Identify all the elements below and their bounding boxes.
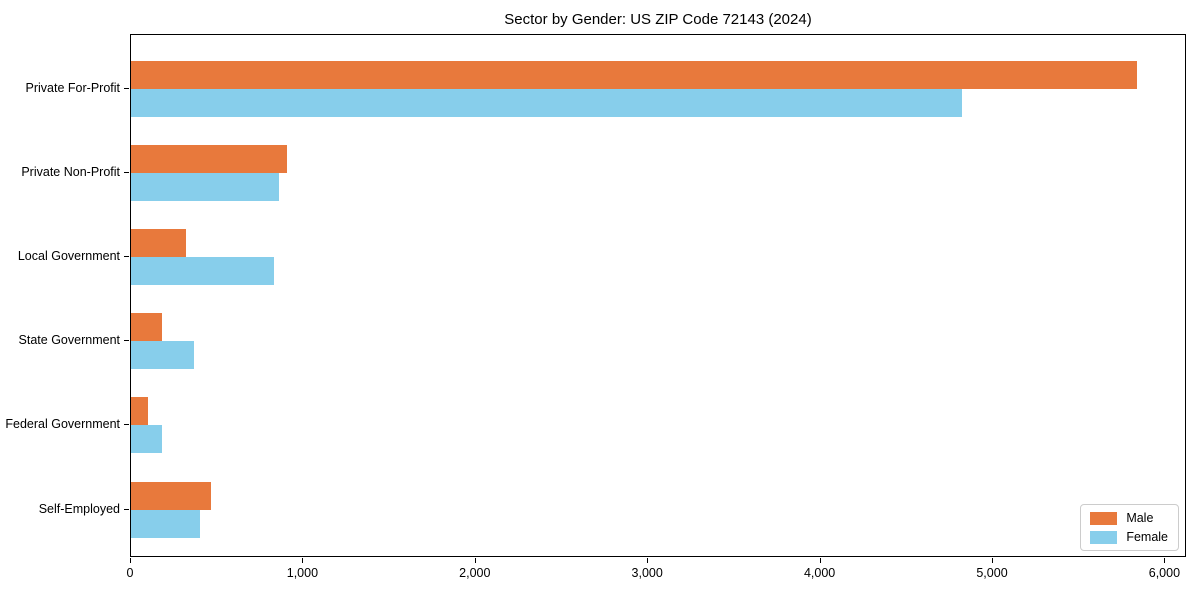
bar-female-4 [131,341,195,370]
bar-female-5 [131,425,162,454]
y-tick-mark [124,88,129,89]
y-axis-label: Self-Employed [38,501,120,516]
plot-area: Male Female [130,34,1186,557]
y-tick-mark [124,508,129,510]
y-axis-label: Private For-Profit [25,81,120,95]
x-axis-label: 2,000 [459,566,491,580]
y-axis-label: Federal Government [5,417,120,432]
bar-male-4 [131,313,162,342]
x-tick-mark [130,558,131,563]
y-tick-mark [124,424,129,426]
bar-male-5 [131,397,149,426]
x-tick-mark [992,558,993,563]
x-axis-label: 1,000 [286,566,319,580]
bar-male-3 [131,229,186,258]
x-tick-mark [1164,558,1166,563]
bar-female-3 [131,257,274,286]
bar-male-2 [131,145,287,174]
x-axis-label: 4,000 [803,566,836,580]
y-axis-label: Private Non-Profit [21,165,120,180]
chart-title: Sector by Gender: US ZIP Code 72143 (202… [504,11,812,28]
x-tick-mark [474,558,476,563]
x-axis-label: 0 [126,566,134,580]
x-axis-label: 6,000 [1148,566,1181,580]
legend-item-male: Male [1090,511,1168,525]
bar-male-1 [131,61,1137,89]
x-axis-label: 5,000 [976,566,1008,580]
x-tick-mark [819,558,821,563]
bar-female-6 [131,509,201,538]
y-axis-label: Local Government [17,249,120,264]
female-color-swatch [1090,530,1118,544]
y-tick-mark [124,340,129,342]
x-tick-mark [302,558,304,563]
x-axis-label: 3,000 [631,566,663,580]
bar-female-2 [131,173,279,202]
y-tick-mark [124,172,129,174]
legend-label-male: Male [1126,511,1154,525]
y-tick-mark [124,256,129,258]
bar-female-1 [131,89,962,117]
legend-item-female: Female [1090,530,1168,544]
legend-label-female: Female [1126,530,1168,544]
y-axis-label: State Government [18,333,120,348]
male-color-swatch [1090,511,1118,525]
x-tick-mark [647,558,649,563]
legend: Male Female [1080,504,1179,551]
bar-male-6 [131,481,212,510]
